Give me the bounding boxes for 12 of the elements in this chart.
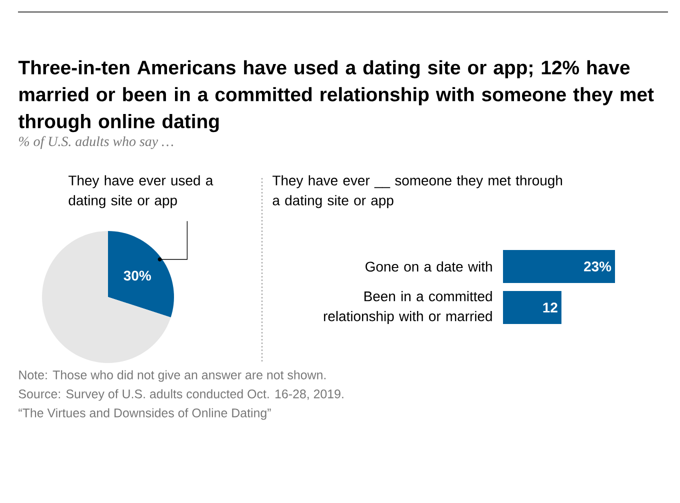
text: Note: Those who did not give an answer are not shown. — [19, 370, 326, 382]
chart-title: They have ever __ someone they met through a dating site or app — [272, 175, 562, 208]
text: % of U.S. adults who say … — [18, 136, 174, 150]
data-label: 30% — [124, 270, 151, 281]
text: Three-in-ten Americans have used a dating site or app; 12% have married or been in a committed relationship with someone they met through online dating — [18, 60, 654, 132]
text: “The Virtues and Downsides of Online Dating” — [18, 408, 271, 420]
chart-title: They have ever used a dating site or app — [68, 175, 214, 208]
data-label: 12 — [543, 302, 558, 312]
y-tick-label: Been in a committed relationship with or married — [324, 291, 492, 324]
data-label: 23% — [584, 262, 612, 272]
source-note: Source: Survey of U.S. adults conducted Oct. 16-28, 2019. — [18, 389, 344, 401]
y-tick-label: Gone on a date with — [366, 261, 492, 272]
